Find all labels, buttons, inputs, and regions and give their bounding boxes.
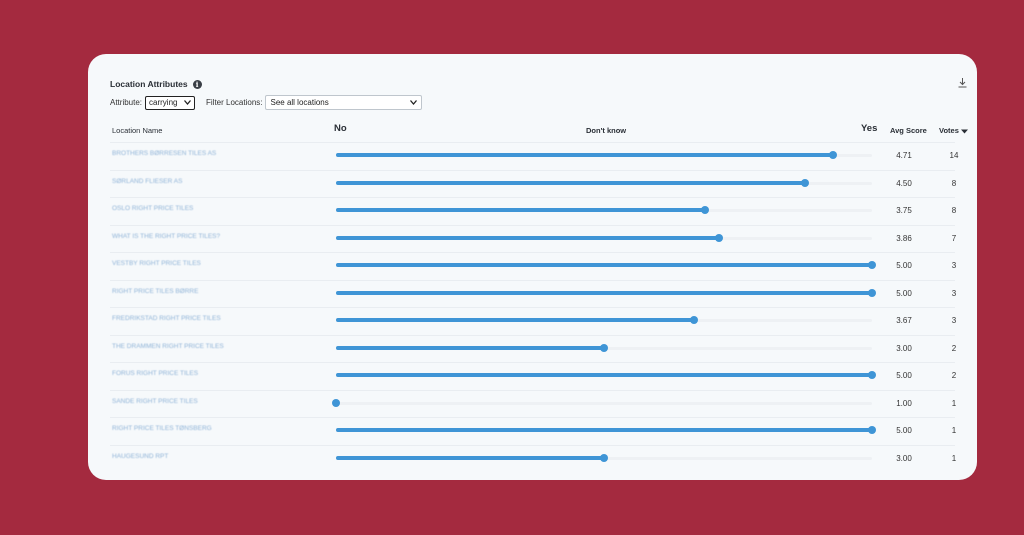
location-name-link[interactable]: WHAT IS THE RIGHT PRICE TILES? xyxy=(112,232,221,240)
column-votes[interactable]: Votes xyxy=(939,126,968,135)
score-bar xyxy=(336,153,834,157)
votes-value: 3 xyxy=(951,316,957,325)
sort-desc-icon xyxy=(960,129,968,134)
filter-locations-value: See all locations xyxy=(270,98,329,107)
score-bar xyxy=(336,290,872,295)
location-name-link[interactable]: BROTHERS BØRRESEN TILES AS xyxy=(112,150,217,157)
scale-label-no: No xyxy=(334,123,347,134)
score-marker xyxy=(801,178,809,187)
attribute-select[interactable]: carrying xyxy=(145,95,196,110)
avg-score-value: 1.00 xyxy=(896,398,912,408)
table-row: OSLO RIGHT PRICE TILES 3.75 8 xyxy=(88,197,977,225)
table-row: RIGHT PRICE TILES TØNSBERG 5.00 1 xyxy=(88,417,977,445)
votes-value: 8 xyxy=(951,206,957,215)
location-name-link[interactable]: FREDRIKSTAD RIGHT PRICE TILES xyxy=(112,315,221,322)
table-header: Location Name No Don't know Yes Avg Scor… xyxy=(88,123,977,137)
votes-value: 3 xyxy=(951,288,957,298)
votes-value: 3 xyxy=(951,261,957,270)
votes-value: 7 xyxy=(951,233,957,243)
avg-score-value: 3.00 xyxy=(896,453,912,463)
avg-score-value: 3.86 xyxy=(896,233,912,243)
location-attributes-panel: Location Attributes i Attribute: carryin… xyxy=(88,54,977,480)
votes-value: 8 xyxy=(951,178,957,188)
filter-controls: Attribute: carrying Filter Locations: Se… xyxy=(110,95,423,110)
location-name-link[interactable]: SANDE RIGHT PRICE TILES xyxy=(112,397,198,405)
avg-score-value: 5.00 xyxy=(896,371,912,380)
votes-value: 2 xyxy=(951,343,957,353)
location-name-link[interactable]: RIGHT PRICE TILES TØNSBERG xyxy=(112,425,212,432)
score-bar xyxy=(336,263,872,267)
chevron-down-icon xyxy=(184,98,192,107)
votes-value: 2 xyxy=(951,371,957,380)
score-marker xyxy=(715,233,724,242)
votes-value: 1 xyxy=(951,453,957,463)
avg-score-value: 5.00 xyxy=(896,261,912,270)
score-bar xyxy=(336,208,705,212)
avg-score-value: 5.00 xyxy=(896,426,912,435)
votes-value: 1 xyxy=(951,426,957,435)
table-row: FREDRIKSTAD RIGHT PRICE TILES 3.67 3 xyxy=(88,307,977,335)
table-row: WHAT IS THE RIGHT PRICE TILES? 3.86 7 xyxy=(88,224,977,253)
attribute-label: Attribute: xyxy=(110,98,143,107)
column-votes-label: Votes xyxy=(939,126,959,135)
avg-score-value: 4.50 xyxy=(896,178,912,188)
chevron-down-icon xyxy=(410,98,418,107)
table-row: SØRLAND FLIESER AS 4.50 8 xyxy=(88,169,977,198)
avg-score-value: 4.71 xyxy=(896,151,912,160)
score-marker xyxy=(600,343,608,352)
table-body: BROTHERS BØRRESEN TILES AS 4.71 14 SØRLAND … xyxy=(88,142,977,472)
avg-score-value: 3.67 xyxy=(896,316,912,325)
panel-title: Location Attributes xyxy=(110,79,188,89)
location-name-link[interactable]: THE DRAMMEN RIGHT PRICE TILES xyxy=(112,342,224,350)
score-marker xyxy=(600,453,608,462)
table-row: RIGHT PRICE TILES BØRRE 5.00 3 xyxy=(88,279,977,308)
table-row: BROTHERS BØRRESEN TILES AS 4.71 14 xyxy=(88,142,977,170)
score-marker xyxy=(829,151,838,159)
download-icon[interactable] xyxy=(956,78,968,90)
table-row: SANDE RIGHT PRICE TILES 1.00 1 xyxy=(88,389,977,418)
location-name-link[interactable]: SØRLAND FLIESER AS xyxy=(112,177,183,185)
location-name-link[interactable]: FORUS RIGHT PRICE TILES xyxy=(112,370,199,377)
score-bar xyxy=(336,373,872,377)
table-row: THE DRAMMEN RIGHT PRICE TILES 3.00 2 xyxy=(88,334,977,363)
table-row: FORUS RIGHT PRICE TILES 5.00 2 xyxy=(88,362,977,390)
score-bar xyxy=(336,318,694,322)
scale-label-dont-know: Don't know xyxy=(586,126,627,135)
avg-score-value: 3.75 xyxy=(896,206,912,215)
table-row: VESTBY RIGHT PRICE TILES 5.00 3 xyxy=(88,252,977,280)
score-bar xyxy=(336,235,720,240)
score-track xyxy=(336,401,872,405)
panel-header: Location Attributes i xyxy=(110,79,202,89)
location-name-link[interactable]: HAUGESUND RPT xyxy=(112,452,169,460)
score-bar xyxy=(336,345,604,350)
score-marker xyxy=(868,371,876,379)
score-marker xyxy=(332,398,340,407)
column-avg-score[interactable]: Avg Score xyxy=(890,126,927,135)
votes-value: 1 xyxy=(951,398,957,408)
votes-value: 14 xyxy=(949,151,959,160)
scale-label-yes: Yes xyxy=(861,123,878,134)
column-location-name[interactable]: Location Name xyxy=(112,126,163,135)
location-name-link[interactable]: RIGHT PRICE TILES BØRRE xyxy=(112,287,199,295)
score-marker xyxy=(868,288,876,297)
info-icon[interactable]: i xyxy=(192,79,202,89)
location-name-link[interactable]: OSLO RIGHT PRICE TILES xyxy=(112,205,194,212)
avg-score-value: 3.00 xyxy=(896,343,912,353)
score-marker xyxy=(700,206,709,214)
avg-score-value: 5.00 xyxy=(896,288,912,298)
score-marker xyxy=(689,316,698,324)
attribute-value: carrying xyxy=(149,98,178,107)
score-bar xyxy=(336,428,872,432)
score-bar xyxy=(336,180,805,185)
location-name-link[interactable]: VESTBY RIGHT PRICE TILES xyxy=(112,260,201,267)
filter-locations-label: Filter Locations: xyxy=(206,98,263,107)
score-marker xyxy=(868,261,876,269)
score-bar xyxy=(336,455,604,460)
score-marker xyxy=(868,426,876,434)
table-row: HAUGESUND RPT 3.00 1 xyxy=(88,444,977,473)
filter-locations-select[interactable]: See all locations xyxy=(265,95,423,110)
